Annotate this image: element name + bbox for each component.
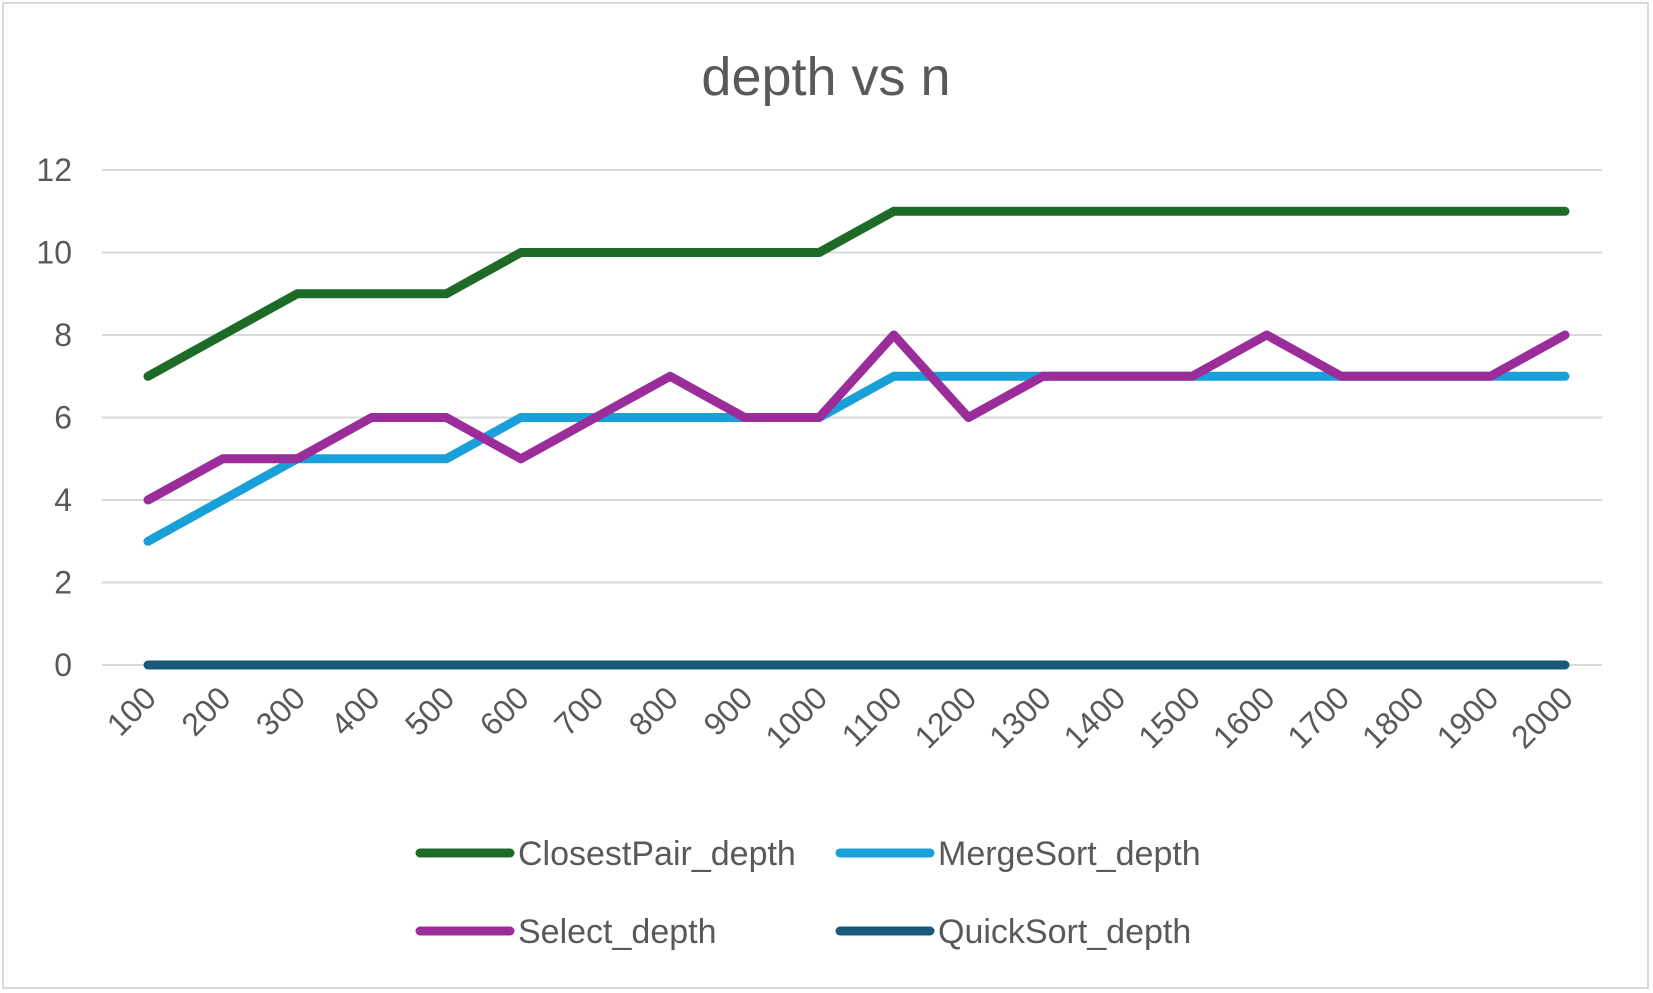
legend-label: Select_depth [518,913,717,951]
legend-label: ClosestPair_depth [518,835,796,873]
x-tick-label: 1700 [1280,679,1356,755]
x-tick-label: 2000 [1504,679,1580,755]
gridlines [102,169,1602,666]
legend: ClosestPair_depth MergeSort_depth Select_d… [415,835,1201,951]
series-line-select-depth [143,330,1570,505]
x-tick-label: 1200 [908,679,984,755]
y-tick-label: 6 [54,400,72,436]
x-tick-label: 400 [323,679,386,742]
legend-item-quicksort-depth: QuickSort_depth [835,913,1191,951]
x-tick-label: 1000 [758,679,834,755]
legend-item-mergesort-depth: MergeSort_depth [835,835,1201,873]
y-tick-label: 8 [54,317,72,353]
legend-label: QuickSort_depth [938,913,1191,951]
x-tick-label: 900 [696,679,759,742]
y-tick-label: 2 [54,565,72,601]
x-tick-label: 700 [547,679,610,742]
y-tick-label: 4 [54,482,72,518]
x-tick-label: 1300 [982,679,1058,755]
x-tick-label: 1900 [1430,679,1506,755]
series-line-mergesort-depth [143,371,1570,546]
chart-title: depth vs n [701,47,950,107]
x-tick-label: 800 [622,679,685,742]
legend-item-select-depth: Select_depth [415,913,717,951]
x-tick-label: 1500 [1131,679,1207,755]
y-tick-label: 0 [54,647,72,683]
series-line-closestpair-depth [143,206,1570,381]
x-tick-label: 1800 [1355,679,1431,755]
y-tick-label: 10 [36,235,72,271]
legend-label: MergeSort_depth [938,835,1201,873]
x-tick-label: 600 [473,679,536,742]
x-tick-label: 1100 [835,679,909,753]
y-tick-label: 12 [36,152,72,188]
y-axis-ticks: 0 2 4 6 8 10 12 [36,152,72,683]
series-lines [143,206,1570,670]
x-tick-label: 500 [398,679,461,742]
x-tick-label: 300 [249,679,312,742]
x-tick-label: 200 [174,679,237,742]
x-tick-label: 1600 [1206,679,1282,755]
x-tick-label: 1400 [1057,679,1133,755]
x-tick-label: 100 [100,679,163,742]
legend-item-closestpair-depth: ClosestPair_depth [415,835,796,873]
